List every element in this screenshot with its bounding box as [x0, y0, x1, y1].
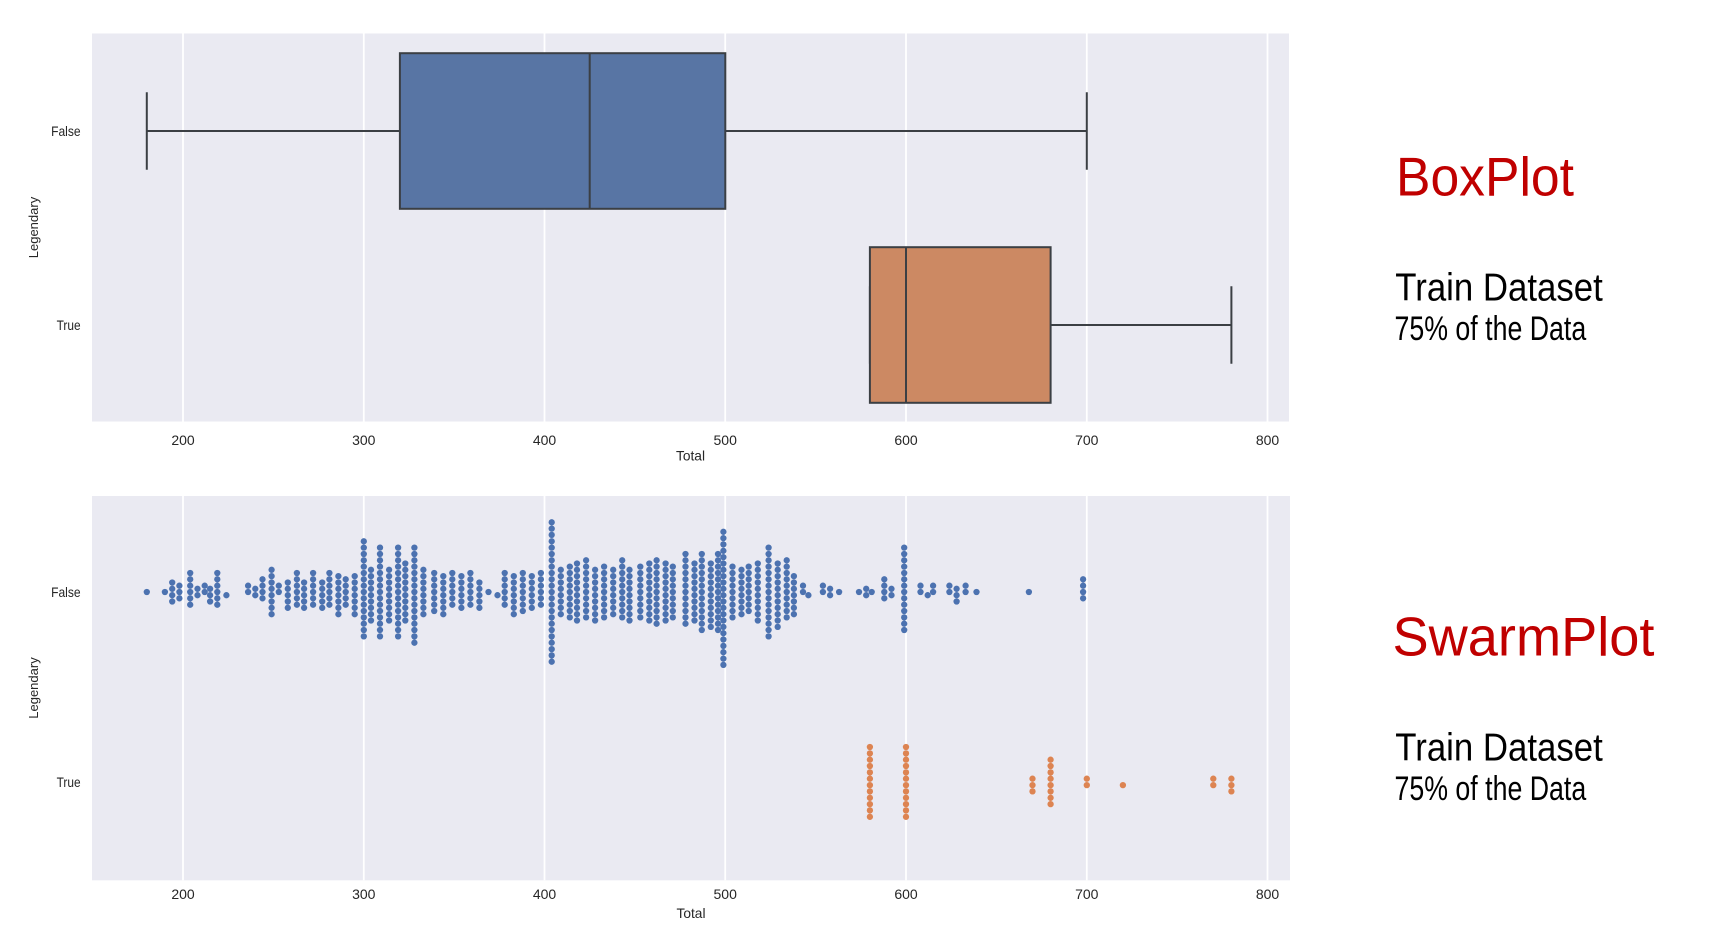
svg-text:Legendary: Legendary	[26, 657, 41, 719]
svg-text:300: 300	[352, 886, 376, 902]
svg-text:Train Dataset: Train Dataset	[1395, 266, 1603, 309]
svg-text:BoxPlot: BoxPlot	[1396, 146, 1574, 208]
svg-text:Train Dataset: Train Dataset	[1395, 726, 1603, 769]
svg-text:75% of the Data: 75% of the Data	[1395, 770, 1587, 808]
svg-text:False: False	[51, 123, 81, 139]
svg-text:False: False	[51, 584, 81, 600]
svg-text:Legendary: Legendary	[26, 196, 41, 258]
svg-text:600: 600	[894, 886, 918, 902]
svg-text:700: 700	[1075, 886, 1099, 902]
svg-text:Total: Total	[676, 448, 705, 464]
svg-text:200: 200	[171, 432, 195, 448]
svg-text:700: 700	[1075, 432, 1099, 448]
svg-text:800: 800	[1256, 432, 1280, 448]
svg-text:600: 600	[894, 432, 918, 448]
svg-text:800: 800	[1256, 886, 1280, 902]
svg-text:500: 500	[714, 432, 738, 448]
svg-text:Total: Total	[677, 905, 706, 921]
svg-text:75% of the Data: 75% of the Data	[1395, 310, 1587, 348]
svg-text:400: 400	[533, 886, 557, 902]
svg-text:200: 200	[171, 886, 195, 902]
svg-text:500: 500	[714, 886, 738, 902]
svg-text:300: 300	[352, 432, 376, 448]
svg-text:400: 400	[533, 432, 557, 448]
svg-text:SwarmPlot: SwarmPlot	[1393, 606, 1655, 668]
svg-text:True: True	[57, 317, 81, 333]
svg-text:True: True	[57, 774, 81, 790]
